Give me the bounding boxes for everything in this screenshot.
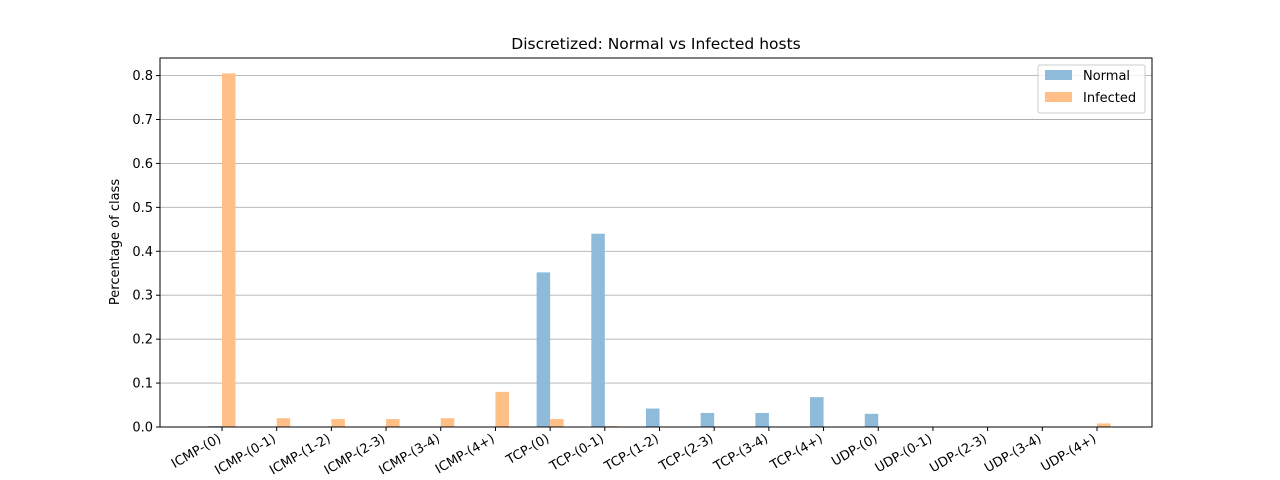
y-tick-label: 0.7 <box>132 113 153 128</box>
legend-label-normal: Normal <box>1083 69 1130 84</box>
y-tick-label: 0.4 <box>132 245 153 260</box>
bar-normal-tcp-2-3- <box>700 412 715 427</box>
y-tick-label: 0.6 <box>132 157 153 172</box>
bar-infected-icmp-0- <box>222 73 236 427</box>
legend-swatch-infected <box>1045 92 1072 102</box>
y-tick-label: 0.5 <box>132 201 153 216</box>
legend-label-infected: Infected <box>1083 91 1136 106</box>
gridlines <box>160 75 1152 384</box>
y-tick-label: 0.3 <box>132 289 153 304</box>
bar-infected-icmp-0-1- <box>276 418 291 427</box>
y-axis-title: Percentage of class <box>108 179 123 305</box>
legend-swatch-normal <box>1045 70 1072 80</box>
bar-normal-tcp-4+- <box>810 397 824 427</box>
bar-infected-tcp-0- <box>550 419 564 427</box>
bar-infected-udp-4+- <box>1097 423 1111 427</box>
legend: Normal Infected <box>1037 64 1146 114</box>
y-tick-label: 0.8 <box>132 69 153 84</box>
y-tick-label: 0.1 <box>132 377 153 392</box>
y-tick-label: 0.2 <box>132 333 153 348</box>
bar-normal-udp-0- <box>864 413 879 427</box>
bar-infected-icmp-3-4- <box>440 418 455 427</box>
plot-frame <box>159 57 1153 428</box>
bar-normal-tcp-3-4- <box>755 412 769 427</box>
bar-infected-icmp-2-3- <box>386 419 400 427</box>
bar-normal-tcp-0-1- <box>591 233 605 427</box>
bar-infected-icmp-4+- <box>495 391 509 427</box>
bar-normal-tcp-0- <box>536 272 551 427</box>
y-tick-label: 0.0 <box>132 421 153 436</box>
bars <box>208 73 1111 427</box>
bar-normal-tcp-1-2- <box>646 408 660 427</box>
bar-infected-icmp-1-2- <box>331 419 345 427</box>
chart-title: Discretized: Normal vs Infected hosts <box>511 35 800 53</box>
